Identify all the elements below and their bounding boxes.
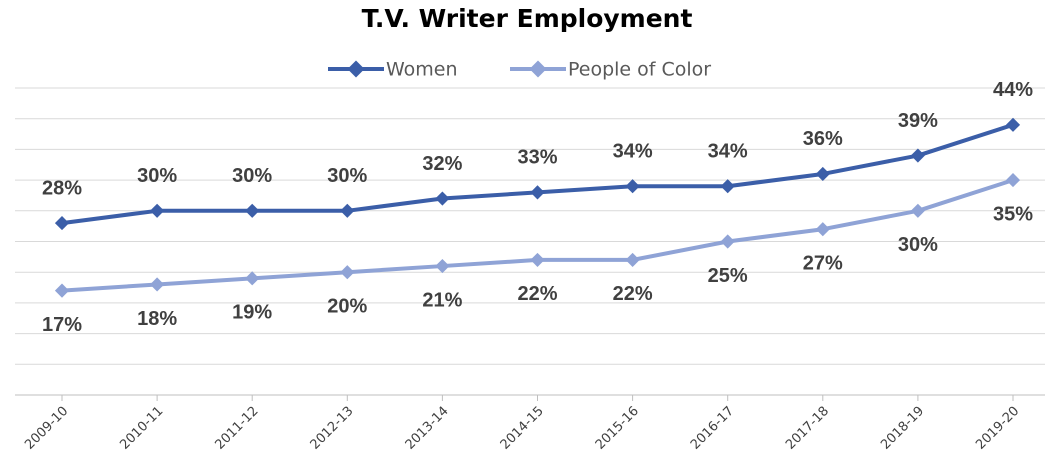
- x-tick-label: 2013-14: [403, 404, 452, 453]
- point-marker: [245, 271, 260, 286]
- data-label: 27%: [803, 253, 843, 275]
- data-label: 33%: [517, 147, 557, 169]
- data-label: 44%: [993, 79, 1033, 101]
- x-tick-label: 2010-11: [117, 404, 166, 453]
- point-marker: [435, 258, 450, 274]
- point-marker: [530, 185, 545, 200]
- point-marker: [435, 191, 450, 206]
- x-tick-label: 2012-13: [308, 404, 357, 453]
- point-marker: [150, 203, 165, 218]
- point-marker: [910, 203, 925, 218]
- point-marker: [340, 265, 355, 280]
- data-label: 30%: [898, 234, 938, 256]
- data-label: 36%: [803, 128, 843, 150]
- x-tick-label: 2009-10: [22, 404, 71, 453]
- data-label: 25%: [708, 265, 748, 287]
- point-marker: [720, 234, 735, 249]
- series-line: [61, 122, 1014, 226]
- data-label: 21%: [422, 289, 462, 311]
- data-label: 22%: [613, 283, 653, 305]
- data-label: 18%: [137, 308, 177, 330]
- point-marker: [530, 252, 545, 267]
- point-marker: [54, 216, 70, 231]
- data-label: 35%: [993, 203, 1033, 225]
- x-tick-label: 2019-20: [973, 404, 1022, 453]
- legend-label: People of Color: [568, 59, 711, 81]
- point-marker: [815, 222, 830, 237]
- data-label: 34%: [613, 141, 653, 163]
- point-marker: [815, 166, 830, 182]
- data-label: 34%: [708, 141, 748, 163]
- data-label: 20%: [327, 295, 367, 317]
- legend-marker: [347, 60, 365, 78]
- data-label: 19%: [232, 302, 272, 324]
- data-label: 30%: [327, 165, 367, 187]
- point-marker: [1005, 173, 1021, 188]
- x-tick-label: 2015-16: [593, 404, 642, 453]
- legend-item: People of Color: [510, 59, 711, 81]
- data-label: 32%: [422, 153, 462, 175]
- data-label: 17%: [42, 314, 82, 336]
- data-label: 22%: [517, 283, 557, 305]
- point-marker: [625, 179, 640, 194]
- x-tick-label: 2018-19: [878, 404, 927, 453]
- data-label: 30%: [232, 165, 272, 187]
- x-tick-label: 2011-12: [212, 404, 261, 453]
- point-marker: [625, 252, 640, 267]
- point-marker: [150, 277, 165, 292]
- data-label: 39%: [898, 110, 938, 132]
- legend-item: Women: [328, 59, 458, 81]
- point-marker: [245, 203, 260, 218]
- x-tick-label: 2017-18: [783, 404, 832, 453]
- point-marker: [1005, 117, 1021, 132]
- data-label: 30%: [137, 165, 177, 187]
- chart-title: T.V. Writer Employment: [362, 4, 693, 33]
- legend-marker: [529, 60, 547, 78]
- point-marker: [720, 179, 735, 194]
- point-marker: [54, 283, 70, 298]
- x-tick-label: 2014-15: [498, 404, 547, 453]
- legend-label: Women: [386, 59, 458, 81]
- data-label: 28%: [42, 177, 82, 199]
- point-marker: [910, 148, 925, 163]
- x-tick-label: 2016-17: [688, 404, 737, 453]
- point-marker: [340, 203, 355, 218]
